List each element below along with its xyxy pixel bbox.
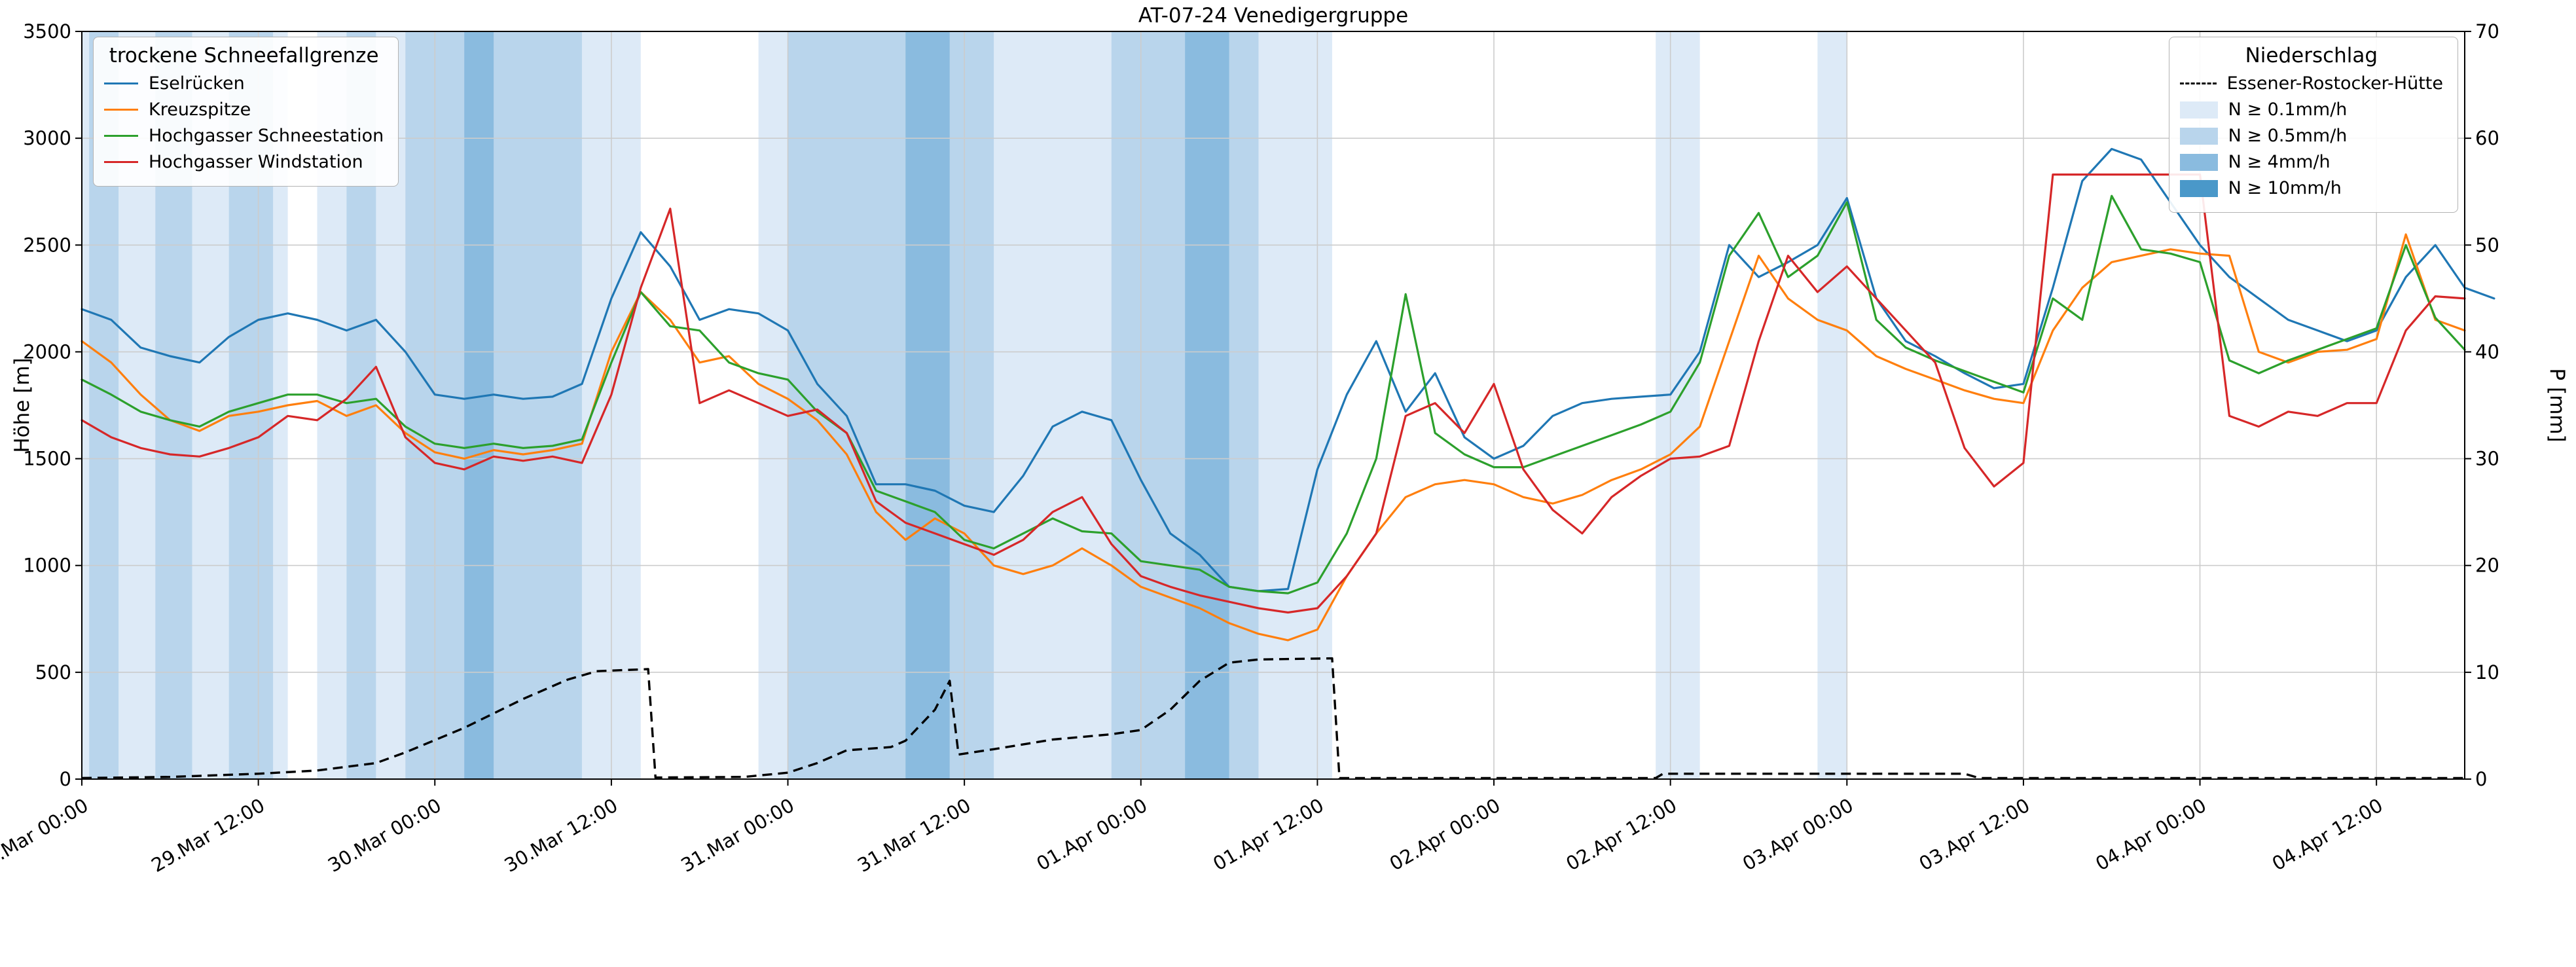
x-tick-label: 30.Mar 00:00 <box>324 794 445 877</box>
precip-band <box>1111 31 1259 779</box>
y-tick-label-right: 20 <box>2475 555 2499 577</box>
legend-snowline-title: trockene Schneefallgrenze <box>109 44 379 67</box>
legend-item-hochgasser-schneestation: Hochgasser Schneestation <box>104 126 384 146</box>
x-tick-label: 31.Mar 00:00 <box>677 794 798 877</box>
y-tick-label-right: 30 <box>2475 448 2499 470</box>
precip-band <box>1817 31 1847 779</box>
legend-item-n05: N ≥ 0.5mm/h <box>2179 126 2443 146</box>
legend-precip: Niederschlag Essener-Rostocker-Hütte N ≥… <box>2168 37 2458 213</box>
precip-band-swatch-4 <box>2179 153 2218 171</box>
x-tick-label: 03.Apr 00:00 <box>1739 794 1857 875</box>
precip-dashed-line-swatch <box>2179 82 2217 84</box>
legend-item-label: Eselrücken <box>149 73 245 94</box>
chart-title: AT-07-24 Venedigergruppe <box>1138 4 1409 27</box>
x-tick-label: 01.Apr 12:00 <box>1209 794 1328 875</box>
precip-band-swatch-05 <box>2179 127 2218 145</box>
x-tick-label: 31.Mar 12:00 <box>854 794 975 877</box>
legend-snowline: trockene Schneefallgrenze Eselrücken Kre… <box>93 37 399 187</box>
y-tick-label-right: 40 <box>2475 340 2499 363</box>
legend-item-eselruecken: Eselrücken <box>104 73 384 94</box>
legend-item-n4: N ≥ 4mm/h <box>2179 152 2443 172</box>
legend-item-huette: Essener-Rostocker-Hütte <box>2179 73 2443 94</box>
y-tick-label-left: 0 <box>60 768 71 790</box>
precip-band-swatch-01 <box>2179 101 2218 119</box>
legend-item-n10: N ≥ 10mm/h <box>2179 178 2443 198</box>
y-tick-label-right: 0 <box>2475 768 2487 790</box>
legend-item-label: Essener-Rostocker-Hütte <box>2226 73 2443 94</box>
kreuzspitze-line-swatch <box>104 109 138 111</box>
x-tick-label: 30.Mar 12:00 <box>501 794 622 877</box>
y-tick-label-right: 10 <box>2475 661 2499 684</box>
y-tick-label-left: 1000 <box>23 555 71 577</box>
y-tick-label-left: 500 <box>35 661 71 684</box>
y-tick-label-left: 2500 <box>23 234 71 256</box>
y-tick-label-left: 1500 <box>23 448 71 470</box>
eselruecken-line-swatch <box>104 82 138 84</box>
precip-band <box>1656 31 1700 779</box>
legend-item-label: N ≥ 0.5mm/h <box>2228 126 2348 146</box>
x-tick-label: 01.Apr 00:00 <box>1033 794 1152 875</box>
series-line-eselruecken <box>81 147 2495 593</box>
y-tick-label-left: 2000 <box>23 340 71 363</box>
precip-band <box>464 31 494 779</box>
y-tick-label-left: 3000 <box>23 127 71 149</box>
x-tick-label: 03.Apr 12:00 <box>1915 794 2034 875</box>
legend-item-label: Kreuzspitze <box>149 100 251 120</box>
series-line-hochgasser-schneestation <box>81 194 2466 594</box>
legend-item-label: Hochgasser Windstation <box>149 152 363 172</box>
x-tick-label: 02.Apr 12:00 <box>1562 794 1680 875</box>
precip-band <box>905 31 950 779</box>
legend-item-hochgasser-windstation: Hochgasser Windstation <box>104 152 384 172</box>
legend-item-label: N ≥ 10mm/h <box>2228 178 2342 198</box>
x-tick-label: 02.Apr 00:00 <box>1386 794 1504 875</box>
y-tick-label-right: 50 <box>2475 234 2499 256</box>
y-tick-label-right: 60 <box>2475 127 2499 149</box>
legend-item-kreuzspitze: Kreuzspitze <box>104 100 384 120</box>
precipitation-dashed-line <box>81 657 2465 780</box>
x-tick-label: 29.Mar 00:00 <box>0 794 92 877</box>
hochgasser-windstation-line-swatch <box>104 161 138 163</box>
y-tick-label-left: 3500 <box>23 20 71 43</box>
precip-band <box>1185 31 1229 779</box>
plot-border <box>81 31 2465 780</box>
legend-item-label: Hochgasser Schneestation <box>149 126 384 146</box>
precip-band <box>788 31 994 779</box>
legend-item-n01: N ≥ 0.1mm/h <box>2179 100 2443 120</box>
precip-band-swatch-10 <box>2179 179 2218 197</box>
x-tick-label: 04.Apr 00:00 <box>2092 794 2210 875</box>
x-tick-label: 29.Mar 12:00 <box>147 794 268 877</box>
x-tick-label: 04.Apr 12:00 <box>2268 794 2387 875</box>
legend-precip-title: Niederschlag <box>2245 44 2378 67</box>
legend-item-label: N ≥ 0.1mm/h <box>2228 100 2348 120</box>
y-tick-label-right: 70 <box>2475 20 2499 43</box>
series-line-hochgasser-windstation <box>81 173 2466 614</box>
hochgasser-schneestation-line-swatch <box>104 135 138 137</box>
legend-item-label: N ≥ 4mm/h <box>2228 152 2331 172</box>
